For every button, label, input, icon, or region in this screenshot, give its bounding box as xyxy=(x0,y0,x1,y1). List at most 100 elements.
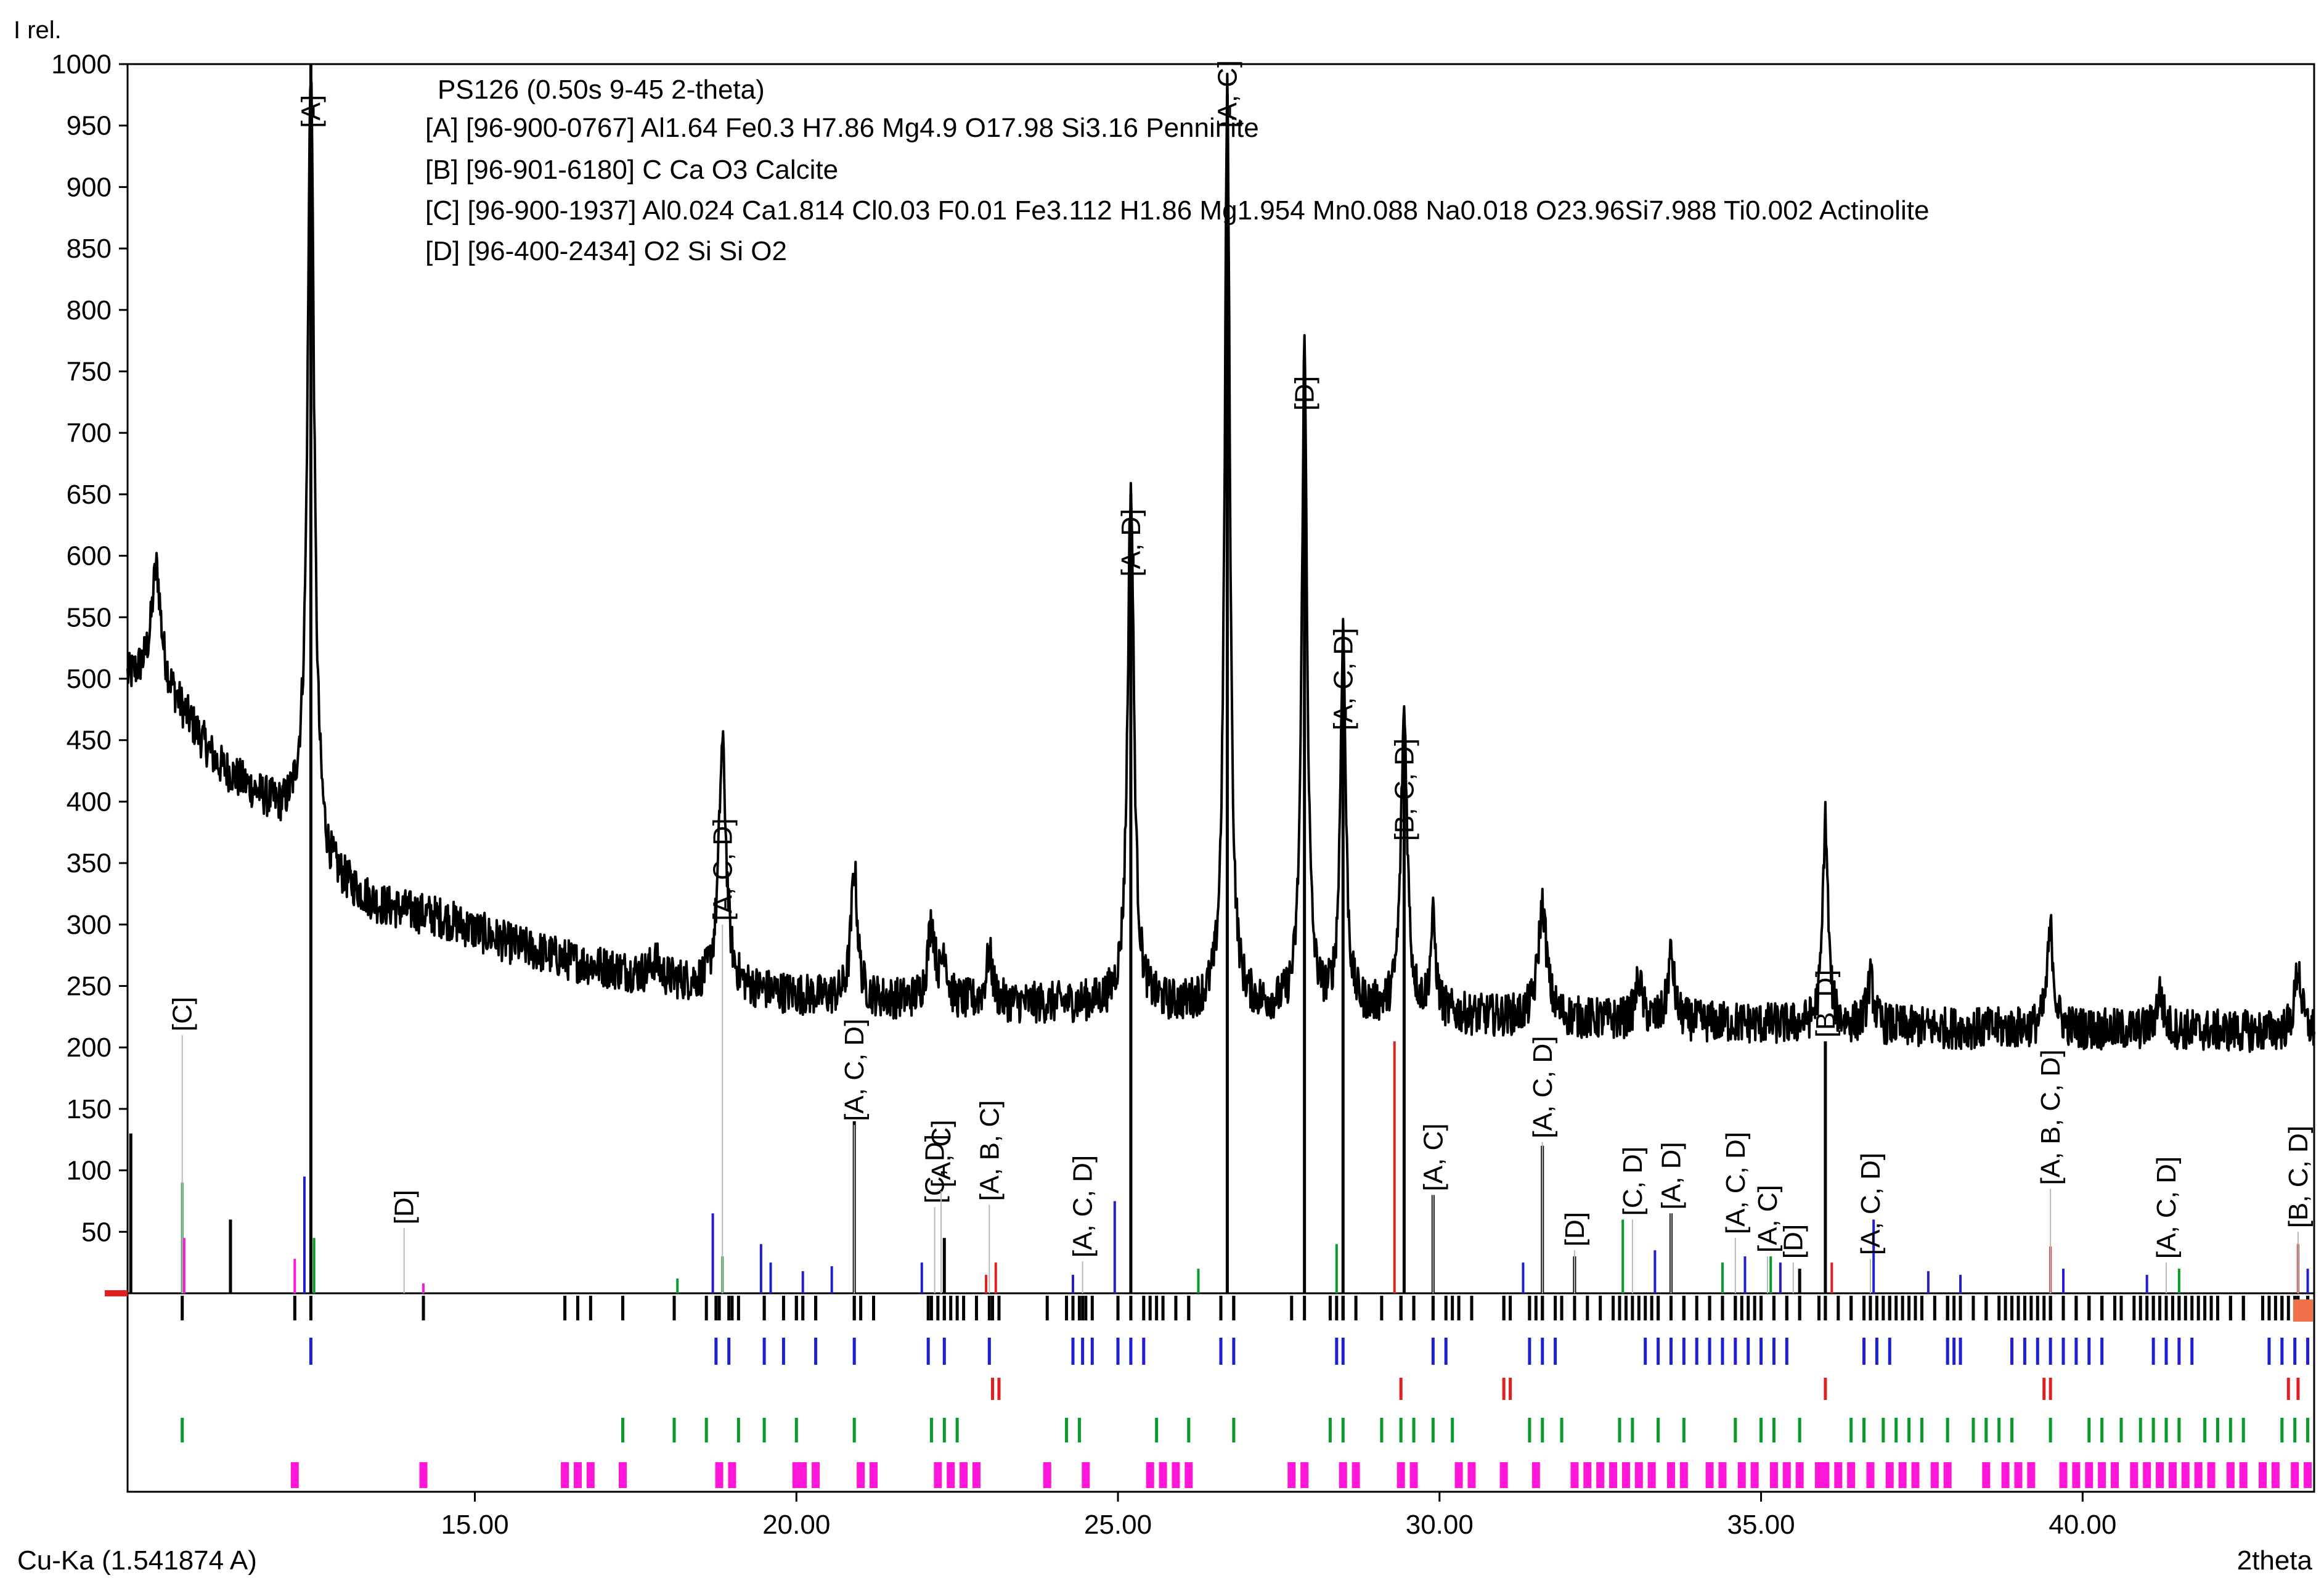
phase-tick-d xyxy=(290,1462,299,1488)
phase-tick-d xyxy=(1647,1462,1656,1488)
peak-label: [A, C, D] xyxy=(1328,628,1358,730)
phase-tick-b xyxy=(1509,1378,1512,1400)
phase-tick-c xyxy=(2280,1418,2284,1442)
phase-tick-d xyxy=(2027,1462,2036,1488)
phase-tick-d xyxy=(799,1462,807,1488)
phase-tick-c xyxy=(1412,1418,1416,1442)
phase-tick-d xyxy=(812,1462,820,1488)
phase-tick-c xyxy=(621,1418,625,1442)
phase-tick-a xyxy=(1129,1338,1133,1365)
phase-tick-c xyxy=(794,1418,798,1442)
phase-tick-c xyxy=(2293,1418,2297,1442)
phase-tick-a xyxy=(1528,1338,1531,1365)
phase-tick-d xyxy=(419,1462,428,1488)
phase-tick-b xyxy=(2286,1378,2290,1400)
phase-tick-a xyxy=(1335,1338,1339,1365)
peak-label: [A, C, D] xyxy=(707,819,738,921)
y-tick-label: 1000 xyxy=(51,49,112,80)
phase-tick-a xyxy=(1785,1338,1788,1365)
phase-tick-d xyxy=(2143,1462,2151,1488)
phase-tick-d xyxy=(1814,1462,1823,1488)
phase-tick-d xyxy=(2098,1462,2106,1488)
y-tick-label: 200 xyxy=(67,1033,112,1063)
phase-tick-a xyxy=(852,1338,856,1365)
phase-tick-c xyxy=(1065,1418,1069,1442)
legend-entry-a: [A] [96-900-0767] Al1.64 Fe0.3 H7.86 Mg4… xyxy=(425,113,1259,143)
peak-label: [A, C, D] xyxy=(2151,1156,2182,1259)
phase-tick-d xyxy=(1287,1462,1296,1488)
peak-label: [A, C, D] xyxy=(1721,1132,1751,1234)
phase-tick-c xyxy=(2228,1418,2232,1442)
range-end-marker xyxy=(2293,1299,2313,1322)
phase-tick-a xyxy=(2293,1338,2297,1365)
y-axis-label: I rel. xyxy=(14,17,62,44)
phase-tick-d xyxy=(1737,1462,1746,1488)
y-tick-label: 450 xyxy=(67,726,112,756)
phase-tick-d xyxy=(857,1462,865,1488)
phase-tick-a xyxy=(1875,1338,1878,1365)
phase-tick-c xyxy=(2203,1418,2207,1442)
phase-tick-a xyxy=(1708,1338,1711,1365)
phase-tick-d xyxy=(2304,1462,2312,1488)
phase-tick-c xyxy=(1882,1418,1885,1442)
y-tick-label: 250 xyxy=(67,971,112,1002)
phase-tick-a xyxy=(2164,1338,2168,1365)
phase-tick-d xyxy=(1666,1462,1675,1488)
phase-tick-a xyxy=(2010,1338,2014,1365)
phase-tick-a xyxy=(1554,1338,1557,1365)
phase-tick-d xyxy=(728,1462,736,1488)
peak-label: [A, D] xyxy=(1656,1142,1686,1209)
phase-tick-c xyxy=(1798,1418,1801,1442)
phase-tick-d xyxy=(1454,1462,1463,1488)
phase-tick-d xyxy=(2207,1462,2216,1488)
phase-tick-d xyxy=(2059,1462,2068,1488)
phase-tick-a xyxy=(2267,1338,2271,1365)
phase-tick-a xyxy=(1142,1338,1146,1365)
phase-tick-d xyxy=(2226,1462,2235,1488)
y-tick-label: 950 xyxy=(67,111,112,141)
phase-tick-c xyxy=(2049,1418,2052,1442)
phase-tick-c xyxy=(704,1418,708,1442)
phase-tick-a xyxy=(2049,1338,2052,1365)
peak-label: [A, C, D] xyxy=(1528,1036,1558,1138)
phase-tick-c xyxy=(1862,1418,1866,1442)
phase-tick-c xyxy=(2241,1418,2245,1442)
phase-tick-d xyxy=(1943,1462,1952,1488)
phase-tick-a xyxy=(1946,1338,1949,1365)
y-tick-label: 750 xyxy=(67,357,112,387)
phase-tick-d xyxy=(1834,1462,1843,1488)
phase-tick-c xyxy=(2151,1418,2155,1442)
phase-tick-a xyxy=(2036,1338,2039,1365)
phase-tick-c xyxy=(736,1418,740,1442)
phase-tick-c xyxy=(1997,1418,2001,1442)
phase-tick-a xyxy=(987,1338,991,1365)
phase-tick-a xyxy=(1081,1338,1085,1365)
phase-tick-a xyxy=(2151,1338,2155,1365)
phase-tick-a xyxy=(1695,1338,1698,1365)
y-tick-label: 150 xyxy=(67,1094,112,1124)
y-tick-label: 550 xyxy=(67,602,112,632)
x-tick-label: 15.00 xyxy=(441,1510,508,1540)
phase-tick-a xyxy=(1232,1338,1236,1365)
phase-tick-c xyxy=(955,1418,959,1442)
peak-label: [B, D] xyxy=(1811,970,1841,1037)
phase-tick-d xyxy=(1898,1462,1907,1488)
phase-tick-d xyxy=(1847,1462,1856,1488)
phase-tick-b xyxy=(2049,1378,2052,1400)
phase-tick-a xyxy=(1541,1338,1544,1365)
phase-tick-d xyxy=(2181,1462,2190,1488)
phase-tick-d xyxy=(1499,1462,1508,1488)
phase-tick-d xyxy=(1795,1462,1804,1488)
phase-tick-d xyxy=(1352,1462,1360,1488)
phase-tick-d xyxy=(1159,1462,1167,1488)
y-tick-label: 850 xyxy=(67,234,112,264)
phase-tick-c xyxy=(2087,1418,2091,1442)
phase-tick-c xyxy=(1380,1418,1384,1442)
phase-tick-d xyxy=(1146,1462,1154,1488)
phase-tick-b xyxy=(1502,1378,1506,1400)
peak-label: [A, B, C, D] xyxy=(2036,1049,2066,1185)
x-tick-label: 20.00 xyxy=(762,1510,830,1540)
peak-label: [D] xyxy=(1779,1224,1809,1259)
phase-tick-c xyxy=(762,1418,766,1442)
phase-tick-d xyxy=(2239,1462,2248,1488)
